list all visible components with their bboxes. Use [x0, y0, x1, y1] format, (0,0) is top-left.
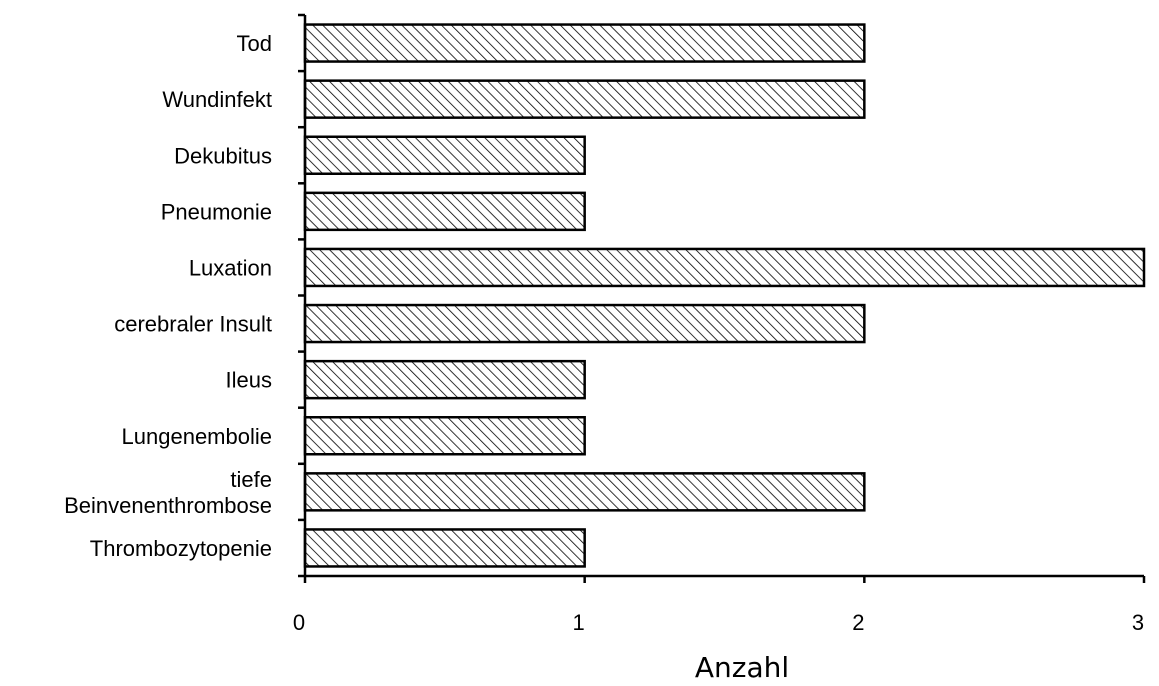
category-label: Wundinfekt — [162, 87, 272, 112]
category-label: Ileus — [226, 368, 272, 393]
category-label: Lungenembolie — [122, 424, 272, 449]
x-axis-title: Anzahl — [695, 651, 789, 684]
bar-thrombozytopenie — [303, 528, 586, 568]
bars-group — [303, 23, 1146, 568]
category-label: Dekubitus — [174, 143, 272, 168]
bar-lungenembolie — [303, 416, 586, 456]
category-label: Beinvenenthrombose — [64, 493, 272, 518]
bar-cerebraler-insult — [303, 303, 866, 344]
category-label: cerebraler Insult — [114, 312, 272, 337]
category-label: tiefe — [230, 467, 272, 492]
ticks-group: 0 1 2 3 — [293, 13, 1146, 635]
bar-ileus — [303, 359, 586, 400]
x-tick-label: 2 — [852, 610, 864, 635]
x-tick-label: 0 — [293, 610, 305, 635]
category-label: Luxation — [189, 255, 272, 280]
x-tick-label: 1 — [573, 610, 585, 635]
x-tick-label: 3 — [1132, 610, 1144, 635]
category-label: Thrombozytopenie — [90, 536, 272, 561]
category-labels-group: Tod Wundinfekt Dekubitus Pneumonie Luxation c… — [64, 31, 272, 561]
bar-dekubitus — [303, 135, 586, 175]
category-label: Tod — [237, 31, 272, 56]
bar-tiefe-beinvenenthrombose — [303, 472, 866, 512]
bar-pneumonie — [303, 191, 586, 232]
bar-wundinfekt — [303, 79, 866, 119]
category-label: Pneumonie — [161, 199, 272, 224]
bar-tod — [303, 23, 866, 63]
bar-luxation — [303, 247, 1146, 288]
